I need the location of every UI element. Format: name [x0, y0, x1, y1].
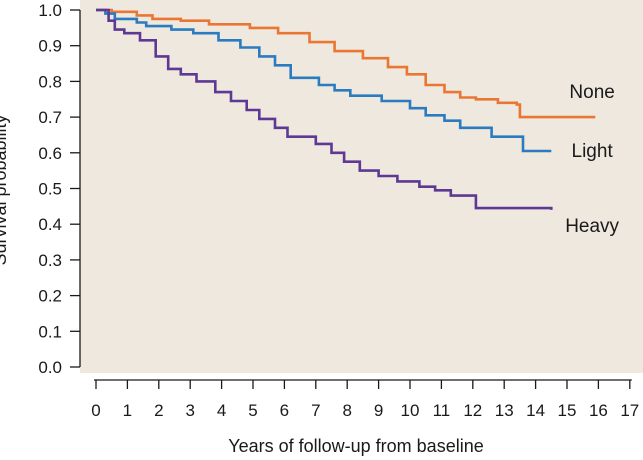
y-tick-label: 0.0 [38, 358, 62, 377]
series-line-heavy [96, 8, 553, 210]
y-tick-label: 0.8 [38, 72, 62, 91]
x-tick-label: 9 [374, 401, 383, 420]
series-line-light [96, 8, 552, 153]
x-tick-label: 4 [217, 401, 226, 420]
x-tick-label: 7 [311, 401, 320, 420]
y-tick-label: 0.2 [38, 287, 62, 306]
x-tick-label: 11 [433, 401, 451, 420]
series-label-none: None [569, 82, 614, 103]
x-tick-label: 10 [401, 401, 420, 420]
x-tick-label: 5 [248, 401, 257, 420]
y-tick-label: 0.4 [38, 215, 62, 234]
x-tick-label: 8 [342, 401, 351, 420]
y-axis: 0.0 0.1 0.2 0.3 0.4 0.5 0.6 0.7 0.8 0.9 1.0 [38, 1, 81, 377]
series-line-none [96, 8, 596, 119]
y-tick-label: 0.5 [38, 180, 62, 199]
series-lines [96, 8, 596, 210]
x-axis: 0 1 2 3 4 5 6 7 8 9 10 11 12 13 14 15 16 17 [91, 379, 639, 420]
x-tick-label: 3 [185, 401, 194, 420]
y-tick-label: 0.7 [38, 108, 62, 127]
x-tick-label: 0 [91, 401, 100, 420]
x-tick-label: 12 [463, 401, 482, 420]
y-tick-label: 1.0 [38, 1, 62, 20]
series-annotations: None Light Heavy [565, 82, 619, 237]
x-tick-label: 15 [558, 401, 577, 420]
x-tick-label: 13 [495, 401, 514, 420]
x-tick-label: 17 [620, 401, 639, 420]
x-tick-label: 6 [280, 401, 289, 420]
y-tick-label: 0.1 [38, 322, 62, 341]
y-tick-label: 0.3 [38, 251, 62, 270]
y-axis-title: Survival probability [0, 114, 10, 265]
y-tick-label: 0.6 [38, 144, 62, 163]
x-tick-label: 16 [589, 401, 608, 420]
y-tick-label: 0.9 [38, 37, 62, 56]
x-tick-label: 14 [526, 401, 545, 420]
x-axis-title: Years of follow-up from baseline [228, 436, 483, 456]
series-label-light: Light [572, 141, 614, 162]
series-label-heavy: Heavy [565, 216, 619, 237]
x-tick-label: 1 [123, 401, 132, 420]
x-tick-label: 2 [154, 401, 163, 420]
plot-background [80, 0, 643, 373]
